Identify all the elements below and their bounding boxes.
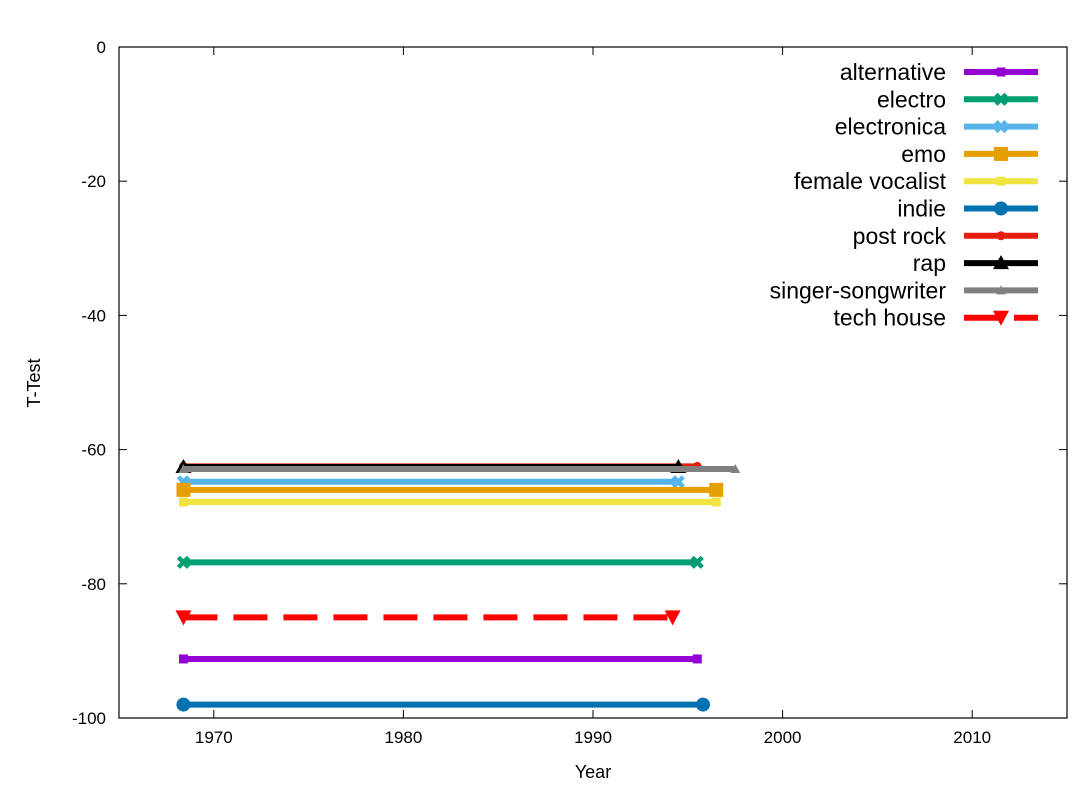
data-point [994,201,1008,216]
y-tick-label: -20 [81,172,106,191]
series-2 [176,475,685,489]
series-0 [178,654,702,664]
data-point [176,555,191,569]
data-point [671,475,685,489]
x-tick-label: 2000 [764,728,802,747]
y-tick-label: -80 [81,575,106,594]
data-point [996,285,1006,295]
data-point [178,497,188,507]
data-point [176,697,191,712]
legend-entry: female vocalist [794,168,1038,194]
axes: 1970 1980 1990 2000 2010 0 -20 -40 -60 -80 -100 [72,38,1067,747]
legend-label: tech house [833,305,946,331]
data-point [664,610,681,626]
series-9 [175,610,681,626]
data-point [993,255,1009,270]
data-point [175,610,192,626]
y-tick-label: -40 [81,306,106,325]
y-tick-label: 0 [97,38,106,57]
y-tick-label: -60 [81,441,106,460]
series-1 [176,555,704,569]
legend-label: electronica [835,114,946,140]
x-tick-label: 1970 [195,728,233,747]
data-point [178,464,189,474]
x-tick-label: 1990 [574,728,612,747]
data-point [730,464,741,474]
data-point [994,146,1008,161]
data-point [711,497,721,507]
data-point [996,67,1006,77]
legend-entry: emo [901,141,1038,167]
legend-entry: indie [897,196,1038,222]
data-point [690,555,704,569]
x-axis-label: Year [575,762,611,782]
data-point [994,120,1008,134]
series-4 [178,497,721,507]
series-5 [176,697,710,712]
data-point [176,482,191,497]
y-axis-label: T-Test [24,358,44,407]
legend-label: alternative [840,59,946,85]
legend-entry: post rock [853,223,1038,249]
legend-entry: tech house [833,305,1038,331]
series-8 [178,464,741,474]
legend-label: post rock [853,223,947,249]
legend-entry: singer-songwriter [770,277,1038,303]
legend-label: singer-songwriter [770,277,947,303]
series-3 [176,482,724,497]
data-point [996,176,1006,186]
legend-label: electro [877,86,946,112]
legend-entry: alternative [840,59,1038,85]
legend-entry: electronica [835,114,1038,140]
data-point [996,231,1006,241]
data-point [692,654,702,664]
data-point [695,697,710,712]
data-point [178,654,188,664]
legend-label: indie [897,196,946,222]
legend-label: female vocalist [794,168,947,194]
x-tick-label: 2010 [953,728,991,747]
legend-label: rap [913,250,946,276]
data-point [993,310,1009,326]
legend-entry: electro [877,86,1038,112]
data-point [709,482,724,497]
y-tick-label: -100 [72,709,106,728]
x-tick-label: 1980 [384,728,422,747]
legend-label: emo [901,141,946,167]
plot-area [175,459,741,712]
data-point [994,92,1008,106]
legend-entry: rap [913,250,1038,276]
